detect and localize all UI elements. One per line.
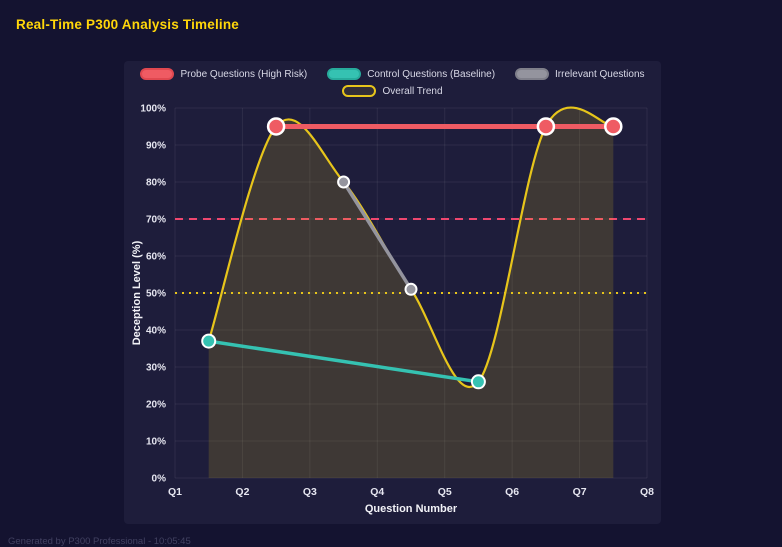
x-tick-label: Q7 bbox=[573, 486, 587, 498]
x-tick-label: Q4 bbox=[370, 486, 384, 498]
y-tick-label: 30% bbox=[146, 363, 166, 374]
y-tick-label: 80% bbox=[146, 178, 166, 189]
irrelevant-questions-point[interactable] bbox=[337, 175, 351, 189]
legend-swatch-icon bbox=[342, 85, 377, 97]
footer-note: Generated by P300 Professional - 10:05:4… bbox=[8, 536, 191, 547]
legend-swatch-icon bbox=[327, 68, 362, 80]
legend-row: Overall Trend bbox=[342, 85, 443, 97]
page-title: Real-Time P300 Analysis Timeline bbox=[16, 17, 240, 32]
y-tick-label: 40% bbox=[146, 326, 166, 337]
y-axis-title: Deception Level (%) bbox=[131, 240, 143, 346]
probe-questions-high-risk-point[interactable] bbox=[604, 117, 623, 136]
legend-swatch-icon bbox=[140, 68, 175, 80]
legend-item-control-questions-baseline[interactable]: Control Questions (Baseline) bbox=[327, 68, 495, 80]
x-axis-title: Question Number bbox=[364, 503, 458, 515]
y-tick-label: 10% bbox=[146, 437, 166, 448]
y-tick-label: 20% bbox=[146, 400, 166, 411]
x-tick-label: Q3 bbox=[303, 486, 317, 498]
probe-questions-high-risk-point[interactable] bbox=[266, 117, 286, 136]
control-questions-baseline-point[interactable] bbox=[470, 374, 486, 390]
legend-swatch-icon bbox=[515, 68, 550, 80]
y-tick-label: 70% bbox=[146, 215, 166, 226]
irrelevant-questions-line bbox=[341, 180, 413, 292]
legend-label: Probe Questions (High Risk) bbox=[180, 68, 308, 80]
deception-timeline-chart: Q1 Q2 Q3 Q4 Q5 Q6 Q7 Q8 0% 10% 20% 30% 40% 50% 60% 70% 8… bbox=[140, 104, 654, 499]
chart-panel: Probe Questions (High Risk) Control Quest… bbox=[124, 61, 661, 524]
x-tick-label: Q8 bbox=[640, 486, 654, 498]
legend-label: Control Questions (Baseline) bbox=[367, 68, 496, 80]
irrelevant-questions-point[interactable] bbox=[404, 282, 418, 296]
legend-item-irrelevant-questions[interactable]: Irrelevant Questions bbox=[515, 68, 645, 80]
x-tick-label: Q5 bbox=[438, 486, 452, 498]
legend-item-overall-trend[interactable]: Overall Trend bbox=[342, 85, 443, 97]
control-questions-baseline-line bbox=[206, 339, 481, 384]
control-questions-baseline-point[interactable] bbox=[201, 333, 217, 349]
x-tick-label: Q2 bbox=[235, 486, 249, 498]
probe-questions-high-risk-point[interactable] bbox=[536, 117, 556, 136]
x-tick-label: Q1 bbox=[168, 486, 182, 498]
y-tick-label: 0% bbox=[152, 474, 167, 485]
y-tick-label: 50% bbox=[146, 289, 166, 300]
legend-item-probe-questions-high-risk[interactable]: Probe Questions (High Risk) bbox=[140, 68, 307, 80]
y-tick-label: 60% bbox=[146, 252, 166, 263]
chart-legend: Probe Questions (High Risk) Control Quest… bbox=[124, 68, 661, 97]
y-tick-label: 100% bbox=[140, 104, 166, 115]
legend-row: Probe Questions (High Risk) Control Quest… bbox=[140, 68, 645, 80]
x-tick-label: Q6 bbox=[505, 486, 519, 498]
legend-label: Irrelevant Questions bbox=[555, 68, 645, 80]
y-tick-label: 90% bbox=[146, 141, 166, 152]
legend-label: Overall Trend bbox=[382, 85, 443, 97]
